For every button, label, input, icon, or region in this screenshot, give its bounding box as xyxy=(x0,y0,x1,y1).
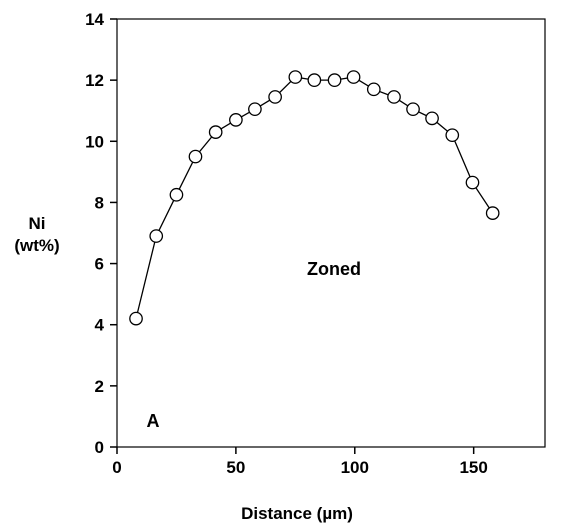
y-tick-label: 6 xyxy=(95,255,104,274)
y-axis-title-line-1: Ni xyxy=(29,214,46,233)
data-point xyxy=(406,102,420,117)
data-point xyxy=(445,128,460,143)
data-point xyxy=(327,73,342,87)
series-line xyxy=(135,76,494,319)
ticks: 0 2 4 6 8 10 12 14 0 50 100 150 xyxy=(85,10,488,477)
plot-frame xyxy=(116,18,546,448)
panel-label: A xyxy=(147,411,160,431)
data-point xyxy=(387,90,401,104)
data-point xyxy=(288,70,303,84)
x-tick-label: 0 xyxy=(112,458,121,477)
y-tick-label: 2 xyxy=(95,377,104,396)
y-axis-title-line-2: (wt%) xyxy=(14,236,59,255)
data-point xyxy=(366,82,381,97)
y-tick-label: 0 xyxy=(95,438,104,457)
x-axis-title: Distance (µm) xyxy=(241,504,353,523)
y-tick-label: 8 xyxy=(95,193,104,212)
data-points xyxy=(129,70,500,326)
y-tick-label: 12 xyxy=(85,71,104,90)
data-point xyxy=(169,187,184,202)
data-point xyxy=(208,125,223,139)
data-point xyxy=(307,73,322,87)
data-point xyxy=(425,111,439,126)
data-point xyxy=(346,70,361,84)
y-tick-label: 10 xyxy=(85,132,104,151)
y-tick-label: 14 xyxy=(85,10,104,29)
data-point xyxy=(129,311,143,326)
x-tick-label: 150 xyxy=(459,458,487,477)
data-point xyxy=(268,90,282,104)
data-point xyxy=(248,102,262,117)
x-tick-label: 100 xyxy=(341,458,369,477)
data-point xyxy=(485,206,500,220)
y-tick-label: 4 xyxy=(95,316,105,335)
data-point xyxy=(188,149,203,164)
x-tick-label: 50 xyxy=(226,458,245,477)
data-point xyxy=(149,229,164,243)
zoned-annotation: Zoned xyxy=(307,259,361,279)
series-line-layer xyxy=(135,76,494,319)
axes xyxy=(116,18,546,448)
data-point xyxy=(229,113,243,127)
data-point xyxy=(465,175,480,190)
